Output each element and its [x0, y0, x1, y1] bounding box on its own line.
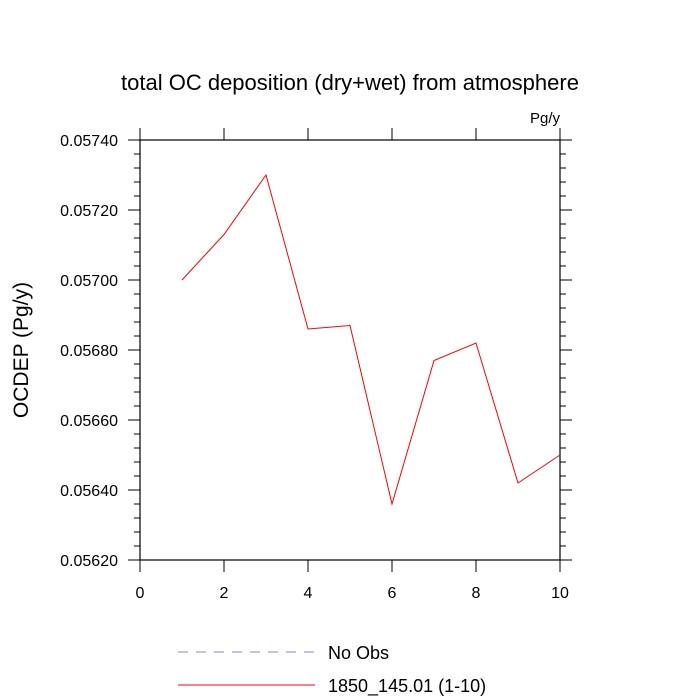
chart-title: total OC deposition (dry+wet) from atmos…: [121, 70, 579, 95]
y-tick-label: 0.05660: [60, 413, 118, 430]
series-line: [181, 173, 561, 506]
y-tick-label: 0.05640: [60, 483, 118, 500]
legend-label: 1850_145.01 (1-10): [328, 676, 486, 697]
legend: No Obs 1850_145.01 (1-10): [178, 643, 486, 697]
x-tick-label: 10: [551, 585, 569, 602]
y-tick-label: 0.05620: [60, 553, 118, 570]
y-tick-label: 0.05720: [60, 203, 118, 220]
x-tick-label: 8: [472, 585, 481, 602]
x-tick-label: 4: [304, 585, 313, 602]
y-axis-label: OCDEP (Pg/y): [10, 282, 33, 418]
y-tick-label: 0.05740: [60, 133, 118, 150]
y-tick-label: 0.05700: [60, 273, 118, 290]
y-tick-label: 0.05680: [60, 343, 118, 360]
units-label: Pg/y: [530, 110, 561, 127]
x-tick-label: 6: [388, 585, 397, 602]
x-tick-label: 2: [220, 585, 229, 602]
plot-frame: [139, 139, 561, 561]
x-tick-label: 0: [136, 585, 145, 602]
legend-label: No Obs: [328, 643, 389, 663]
